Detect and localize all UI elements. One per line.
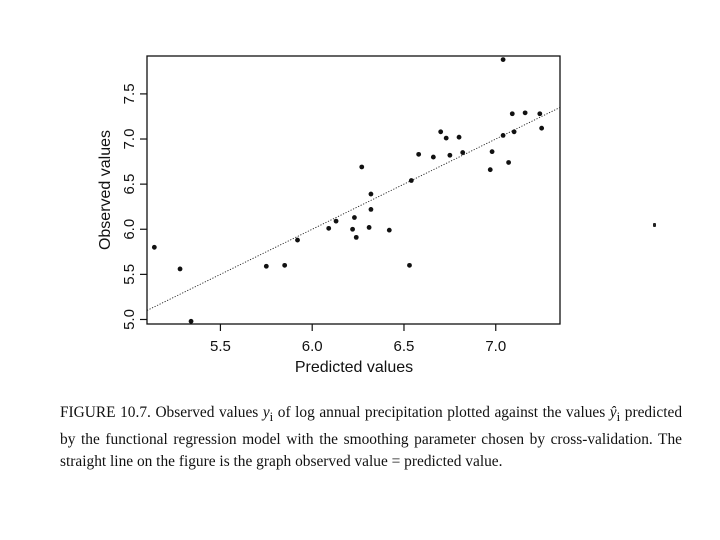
- data-point: [408, 178, 414, 183]
- data-point: [386, 227, 392, 233]
- x-tick-label: 5.5: [210, 338, 231, 355]
- y-tick-label: 7.0: [121, 129, 138, 150]
- y-tick-label: 5.0: [121, 309, 138, 330]
- stray-mark: [653, 223, 656, 227]
- data-point: [416, 151, 422, 157]
- x-tick-label: 6.0: [302, 338, 323, 355]
- data-point: [443, 135, 449, 141]
- reference-line-group: [146, 107, 561, 311]
- y-tick-label: 7.5: [121, 83, 138, 104]
- data-point: [333, 218, 339, 224]
- data-point: [522, 110, 528, 116]
- data-point: [487, 167, 493, 173]
- data-point: [352, 215, 357, 220]
- data-point: [368, 207, 374, 212]
- data-point: [500, 57, 506, 63]
- data-point: [366, 225, 372, 230]
- data-point: [350, 226, 355, 232]
- y-tick-label: 5.5: [121, 264, 138, 285]
- caption-var-yhat: ŷ: [609, 404, 617, 421]
- figure-caption: FIGURE 10.7. Observed values yi of log a…: [60, 402, 682, 474]
- data-point: [407, 262, 412, 268]
- data-point: [460, 150, 466, 155]
- data-point: [263, 263, 269, 269]
- x-axis: 5.5 6.0 6.5 7.0: [210, 324, 506, 355]
- y-axis: 5.0 5.5 6.0 6.5 7.0 7.5: [121, 83, 147, 330]
- data-point: [295, 237, 300, 243]
- caption-label: FIGURE 10.7.: [60, 404, 151, 421]
- data-point: [447, 152, 453, 158]
- data-point: [353, 234, 359, 240]
- data-point: [537, 111, 543, 117]
- data-point: [151, 244, 157, 250]
- reference-line: [146, 107, 561, 311]
- caption-text-3: predicted by the functional regression m…: [60, 404, 683, 471]
- data-point: [359, 164, 365, 170]
- y-axis-title: Observed values: [97, 130, 114, 250]
- scatter-chart: 5.5 6.0 6.5 7.0 5.0 5.5 6.0 6.5 7.0 7.5 Predicte…: [97, 55, 561, 376]
- data-point: [511, 129, 517, 135]
- data-point: [368, 191, 374, 197]
- data-point: [438, 129, 444, 135]
- data-point: [326, 225, 332, 231]
- plot-frame: [146, 55, 561, 325]
- data-point: [489, 149, 495, 155]
- data-point: [539, 125, 545, 131]
- data-point: [456, 134, 462, 140]
- data-point: [430, 154, 436, 160]
- caption-var-y: y: [262, 404, 270, 421]
- data-point: [500, 133, 506, 138]
- data-point: [506, 160, 512, 165]
- caption-sub-i-2: i: [616, 410, 621, 425]
- caption-sub-i: i: [269, 410, 274, 425]
- caption-text-1: Observed values: [150, 404, 263, 421]
- data-point: [509, 111, 515, 117]
- caption-text-2: of log annual precipitation plotted agai…: [273, 404, 610, 421]
- data-point: [282, 262, 288, 268]
- y-tick-label: 6.0: [121, 219, 138, 240]
- x-axis-title: Predicted values: [295, 359, 413, 376]
- data-points-group: [151, 57, 545, 324]
- data-point: [177, 266, 183, 272]
- x-tick-label: 6.5: [394, 338, 415, 355]
- data-point: [188, 318, 194, 324]
- x-tick-label: 7.0: [485, 338, 506, 355]
- y-tick-label: 6.5: [121, 174, 138, 195]
